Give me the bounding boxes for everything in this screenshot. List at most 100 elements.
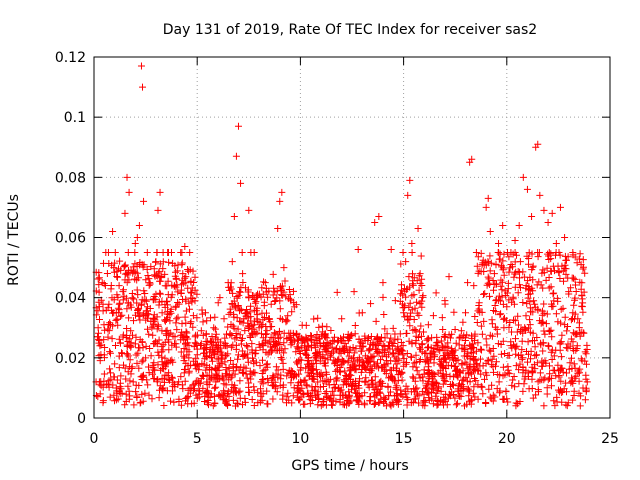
- scatter-marker: [474, 307, 482, 315]
- scatter-marker: [498, 286, 506, 294]
- scatter-marker: [191, 286, 199, 294]
- scatter-marker: [161, 270, 169, 278]
- scatter-marker: [100, 280, 108, 288]
- scatter-marker: [304, 389, 312, 397]
- scatter-marker: [168, 373, 176, 381]
- scatter-marker: [276, 314, 284, 322]
- scatter-marker: [573, 259, 581, 267]
- scatter-marker: [283, 372, 291, 380]
- scatter-marker: [403, 312, 411, 320]
- scatter-marker: [272, 370, 280, 378]
- scatter-marker: [226, 286, 234, 294]
- scatter-marker: [450, 308, 458, 316]
- scatter-marker: [177, 373, 185, 381]
- scatter-marker: [530, 361, 538, 369]
- scatter-marker: [524, 358, 531, 366]
- scatter-marker: [486, 267, 494, 275]
- data-point: [216, 294, 224, 302]
- scatter-marker: [384, 345, 392, 353]
- scatter-marker: [442, 342, 450, 350]
- scatter-marker: [115, 364, 123, 372]
- scatter-marker: [572, 281, 579, 289]
- scatter-marker: [194, 377, 202, 385]
- data-point: [111, 360, 119, 368]
- scatter-marker: [462, 374, 470, 382]
- data-point: [212, 378, 220, 386]
- scatter-marker: [411, 304, 419, 312]
- scatter-marker: [568, 354, 575, 362]
- scatter-marker: [267, 300, 275, 308]
- scatter-marker: [460, 332, 468, 340]
- scatter-marker: [456, 333, 464, 341]
- scatter-marker: [477, 382, 485, 390]
- scatter-marker: [382, 370, 390, 378]
- scatter-marker: [133, 359, 141, 367]
- x-tick-label: 5: [193, 431, 202, 447]
- scatter-marker: [315, 323, 323, 331]
- scatter-marker: [497, 276, 505, 284]
- data-point: [117, 372, 125, 380]
- scatter-marker: [113, 376, 121, 384]
- scatter-marker: [239, 334, 246, 342]
- scatter-marker: [111, 249, 119, 256]
- scatter-marker: [227, 357, 235, 364]
- scatter-marker: [316, 357, 324, 365]
- scatter-marker: [527, 308, 534, 316]
- scatter-marker: [531, 300, 539, 308]
- scatter-marker: [539, 339, 547, 347]
- scatter-marker: [172, 303, 180, 311]
- data-point: [135, 221, 143, 229]
- scatter-marker: [150, 375, 158, 383]
- scatter-marker: [193, 314, 201, 322]
- scatter-marker: [451, 367, 459, 375]
- scatter-marker: [278, 282, 286, 290]
- scatter-marker: [580, 288, 588, 296]
- data-point: [164, 291, 172, 299]
- data-point: [257, 378, 265, 386]
- scatter-marker: [487, 347, 495, 355]
- scatter-marker: [438, 314, 446, 322]
- scatter-marker: [519, 329, 527, 337]
- scatter-marker: [474, 366, 482, 374]
- scatter-marker: [525, 373, 532, 380]
- scatter-marker: [555, 372, 563, 379]
- scatter-marker: [123, 325, 131, 332]
- scatter-marker: [477, 322, 485, 330]
- scatter-marker: [413, 298, 421, 306]
- scatter-marker: [213, 342, 221, 350]
- scatter-marker: [386, 400, 394, 408]
- scatter-marker: [126, 356, 134, 364]
- scatter-marker: [283, 317, 291, 325]
- scatter-marker: [281, 277, 289, 285]
- scatter-marker: [370, 352, 378, 360]
- scatter-marker: [511, 258, 519, 266]
- data-point: [515, 221, 523, 229]
- scatter-marker: [377, 337, 385, 345]
- data-point: [239, 270, 247, 278]
- scatter-marker: [470, 383, 478, 391]
- scatter-marker: [170, 398, 178, 406]
- scatter-marker: [434, 346, 442, 353]
- scatter-marker: [208, 372, 216, 380]
- scatter-marker: [556, 339, 564, 347]
- scatter-marker: [122, 375, 130, 383]
- scatter-marker: [298, 321, 306, 329]
- scatter-marker: [533, 351, 541, 359]
- scatter-marker: [172, 343, 180, 351]
- scatter-marker: [193, 345, 201, 353]
- scatter-marker: [350, 354, 357, 362]
- scatter-marker: [238, 249, 246, 256]
- scatter-marker: [213, 355, 221, 363]
- scatter-marker: [318, 322, 326, 330]
- scatter-marker: [284, 312, 292, 320]
- scatter-marker: [563, 327, 571, 335]
- scatter-marker: [367, 393, 375, 400]
- scatter-marker: [202, 330, 210, 338]
- scatter-marker: [355, 362, 363, 370]
- scatter-marker: [245, 388, 253, 396]
- scatter-marker: [496, 311, 504, 319]
- scatter-marker: [138, 358, 146, 366]
- scatter-marker: [545, 274, 553, 281]
- data-point: [189, 381, 197, 389]
- scatter-marker: [137, 300, 145, 308]
